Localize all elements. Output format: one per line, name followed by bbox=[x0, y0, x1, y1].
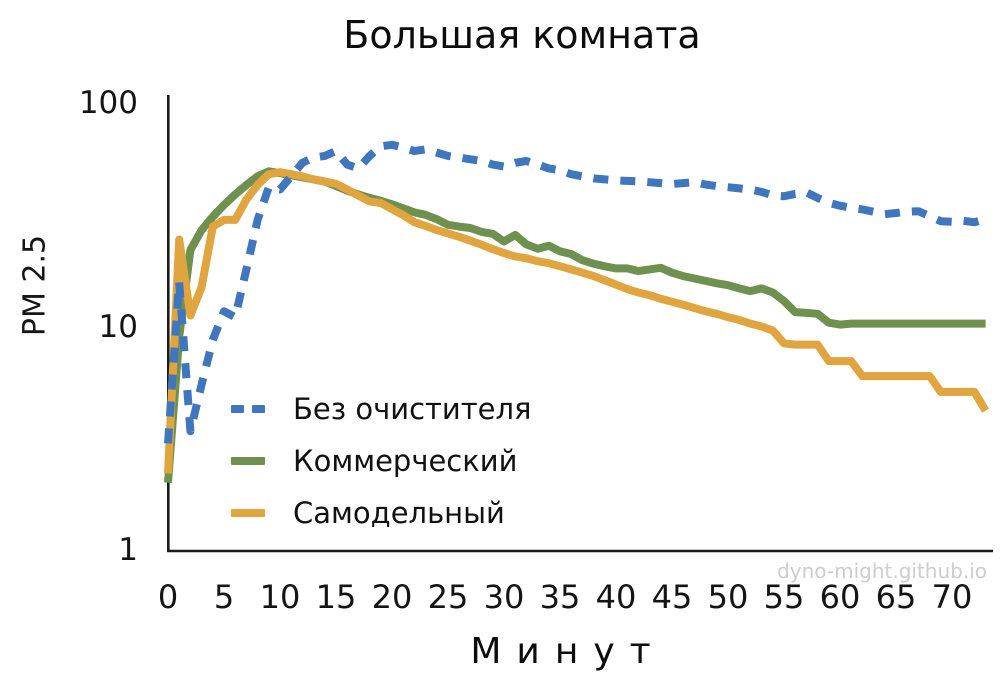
x-tick-label: 25 bbox=[427, 578, 469, 616]
x-tick-label: 55 bbox=[763, 578, 805, 616]
legend-label: Без очистителя bbox=[293, 392, 532, 426]
x-tick-label: 60 bbox=[819, 578, 861, 616]
legend-row: Коммерческий bbox=[231, 435, 532, 487]
x-tick-label: 15 bbox=[315, 578, 357, 616]
x-tick-label: 10 bbox=[259, 578, 301, 616]
legend-solid-swatch-icon bbox=[231, 509, 265, 517]
y-tick-label: 10 bbox=[98, 308, 138, 345]
x-tick-label: 5 bbox=[213, 578, 235, 616]
legend-solid-swatch-icon bbox=[231, 457, 265, 465]
watermark: dyno-might.github.io bbox=[777, 559, 987, 583]
series-line-dashed-0 bbox=[164, 140, 987, 444]
x-tick-label: 45 bbox=[651, 578, 693, 616]
x-axis-title: Минут bbox=[470, 631, 666, 672]
x-tick-label: 50 bbox=[707, 578, 749, 616]
x-tick-label: 30 bbox=[483, 578, 525, 616]
legend-dashed-swatch-icon bbox=[231, 405, 265, 413]
x-tick-label: 20 bbox=[371, 578, 413, 616]
x-tick-label: 65 bbox=[875, 578, 917, 616]
legend: Без очистителя Коммерческий Самодельный bbox=[231, 383, 532, 539]
x-tick-label: 40 bbox=[595, 578, 637, 616]
x-tick-label: 35 bbox=[539, 578, 581, 616]
chart-title: Большая комната bbox=[343, 13, 701, 57]
legend-label: Коммерческий bbox=[293, 444, 518, 478]
legend-row: Самодельный bbox=[231, 487, 532, 539]
legend-row: Без очистителя bbox=[231, 383, 532, 435]
series-line-solid-2 bbox=[164, 168, 990, 474]
y-tick-label: 100 bbox=[78, 85, 138, 121]
x-tick-label: 70 bbox=[931, 578, 973, 616]
y-tick-label: 1 bbox=[118, 532, 138, 568]
legend-label: Самодельный bbox=[293, 496, 505, 530]
x-tick-label: 0 bbox=[157, 578, 179, 616]
